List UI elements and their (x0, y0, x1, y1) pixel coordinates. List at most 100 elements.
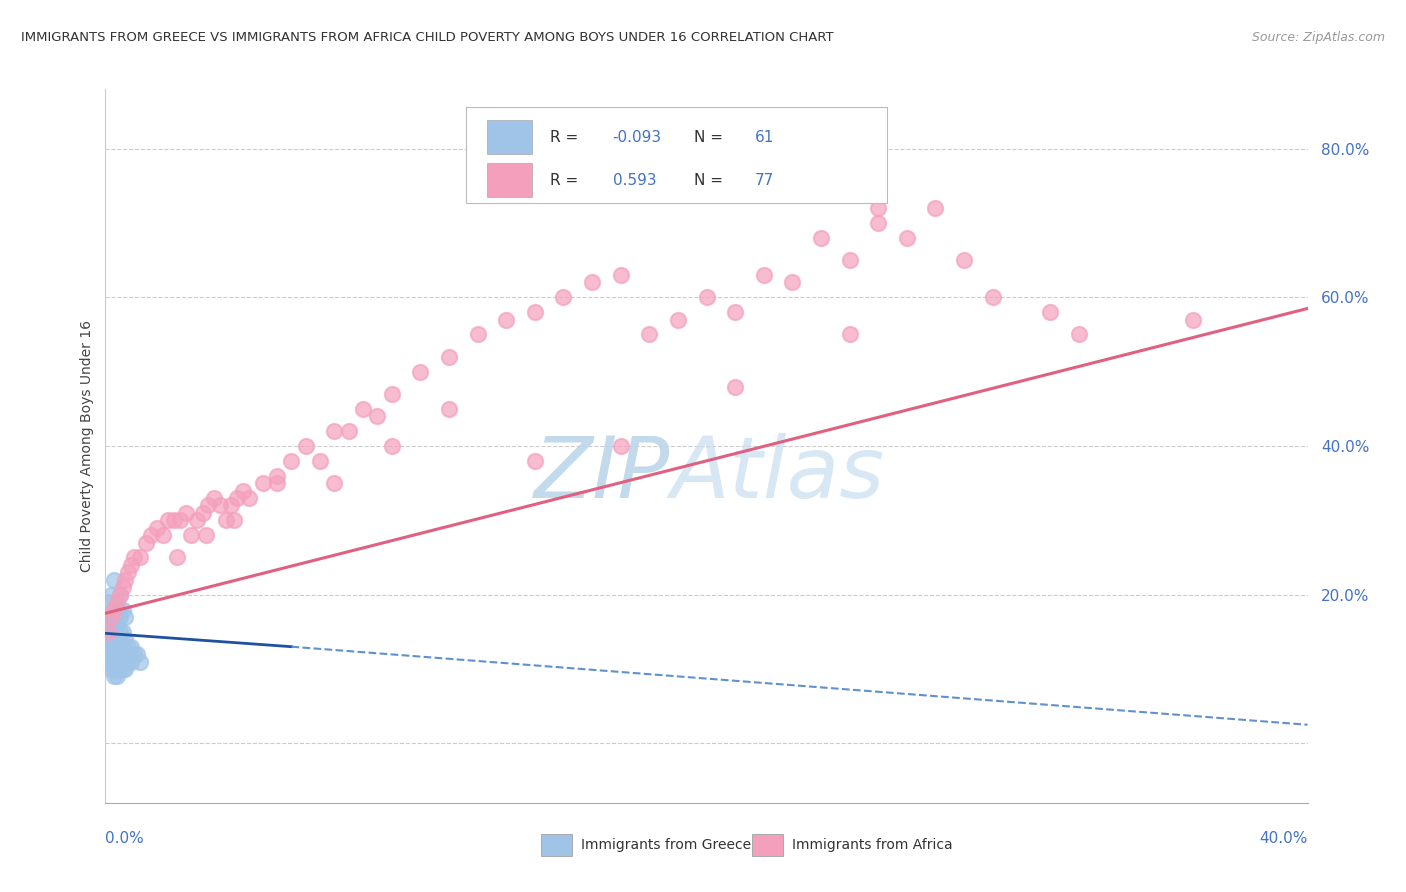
Point (323, 476, 346, 491)
Point (467, 327, 489, 342)
Point (108, 624, 131, 639)
Point (214, 513, 236, 527)
Point (896, 231, 918, 245)
Text: R =: R = (550, 130, 578, 145)
Text: 0.0%: 0.0% (105, 831, 145, 846)
Text: N =: N = (695, 173, 724, 187)
Point (114, 662, 136, 676)
Point (1067, 327, 1090, 342)
Y-axis label: Child Poverty Among Boys Under 16: Child Poverty Among Boys Under 16 (80, 320, 94, 572)
Point (208, 499, 231, 513)
Point (152, 528, 174, 542)
Point (100, 640, 122, 654)
Point (108, 640, 131, 654)
Point (122, 550, 145, 565)
Point (169, 513, 191, 527)
Point (105, 669, 128, 683)
Point (97, 624, 120, 639)
Point (97, 624, 120, 639)
Text: 0.593: 0.593 (613, 173, 657, 187)
Point (238, 491, 260, 505)
Point (100, 647, 122, 661)
Point (103, 602, 125, 616)
Point (105, 640, 128, 654)
Text: ZIP: ZIP (534, 433, 671, 516)
Text: N =: N = (695, 130, 724, 145)
Point (523, 454, 546, 468)
Point (94, 632, 117, 647)
Point (108, 610, 131, 624)
Point (953, 253, 976, 268)
Point (120, 558, 142, 572)
Point (266, 468, 288, 483)
Point (105, 617, 128, 632)
Point (108, 647, 131, 661)
Point (105, 595, 128, 609)
Point (111, 662, 134, 676)
Point (146, 521, 169, 535)
Bar (486, 163, 533, 197)
Point (111, 580, 134, 594)
Point (180, 528, 202, 542)
Point (108, 588, 131, 602)
Point (100, 632, 122, 647)
Point (114, 632, 136, 647)
Point (120, 655, 142, 669)
Point (295, 439, 318, 453)
Point (114, 610, 136, 624)
Point (135, 535, 157, 549)
Text: Source: ZipAtlas.com: Source: ZipAtlas.com (1251, 31, 1385, 45)
Point (111, 624, 134, 639)
Point (553, 290, 575, 304)
Point (105, 647, 128, 661)
Point (100, 655, 122, 669)
Point (111, 655, 134, 669)
Point (166, 550, 188, 565)
Point (111, 640, 134, 654)
Point (666, 178, 689, 193)
Text: Immigrants from Greece: Immigrants from Greece (581, 838, 751, 852)
Point (191, 506, 214, 520)
Point (266, 476, 288, 491)
Point (100, 602, 122, 616)
Point (117, 566, 139, 580)
Point (114, 647, 136, 661)
Point (323, 424, 346, 438)
Point (100, 662, 122, 676)
Point (103, 640, 125, 654)
Point (103, 632, 125, 647)
Bar (752, 834, 783, 856)
Point (122, 647, 145, 661)
Point (103, 573, 125, 587)
Point (163, 513, 186, 527)
Text: -0.093: -0.093 (613, 130, 662, 145)
Point (103, 662, 125, 676)
Point (105, 655, 128, 669)
Bar (541, 834, 572, 856)
Point (638, 327, 661, 342)
Point (97, 647, 120, 661)
Point (105, 632, 128, 647)
Point (609, 439, 631, 453)
Point (202, 491, 225, 505)
Point (94, 640, 117, 654)
Point (1039, 305, 1062, 319)
Bar (486, 120, 533, 154)
Point (97, 632, 120, 647)
Point (103, 647, 125, 661)
Point (782, 276, 804, 290)
Point (252, 476, 274, 491)
Point (194, 528, 217, 542)
Point (128, 550, 150, 565)
Point (108, 662, 131, 676)
Point (666, 312, 689, 326)
Point (97, 595, 120, 609)
FancyBboxPatch shape (465, 107, 887, 203)
Point (724, 379, 747, 393)
Point (103, 602, 125, 616)
Point (97, 655, 120, 669)
Point (97, 610, 120, 624)
Point (523, 305, 546, 319)
Point (103, 669, 125, 683)
Point (103, 617, 125, 632)
